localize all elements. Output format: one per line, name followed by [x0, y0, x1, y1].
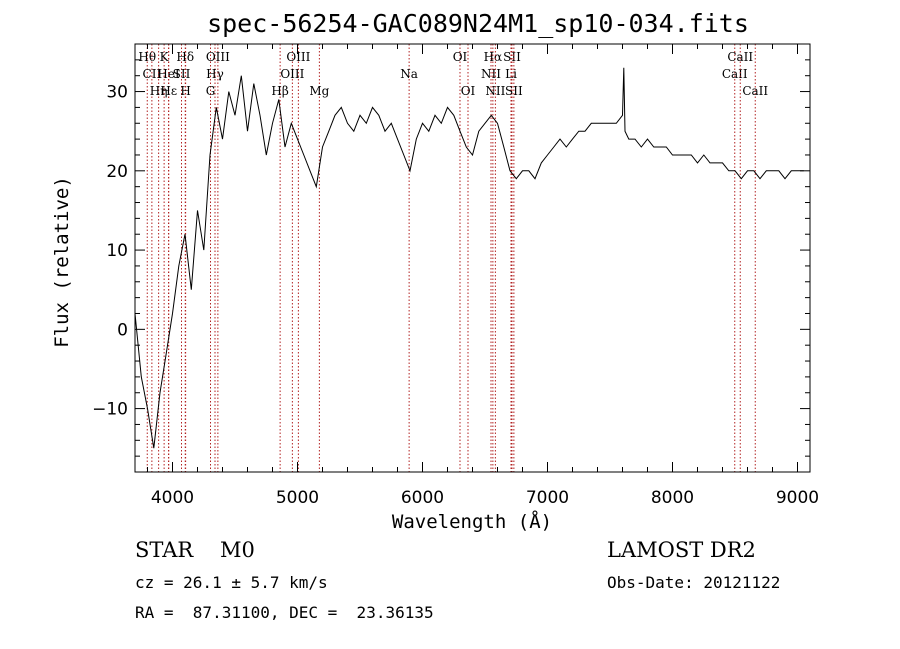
line-marker-label-4102: Hδ: [176, 50, 194, 64]
line-marker-label-3970: Hε: [160, 84, 177, 98]
line-marker-label-6708: Li: [505, 67, 517, 81]
line-marker-label-4304: G: [206, 84, 216, 98]
line-marker-label-5893: Na: [400, 67, 418, 81]
line-marker-label-8662: CaII: [742, 84, 768, 98]
line-marker-label-8542: CaII: [727, 50, 753, 64]
line-marker-label-3968: HeI: [157, 67, 180, 81]
chart-title: spec-56254-GAC089N24M1_sp10-034.fits: [207, 9, 749, 38]
y-axis-ticks: −10 0 10 20 30: [92, 43, 810, 457]
line-marker-label-6364: OI: [461, 84, 476, 98]
x-axis-ticks: 4000 5000 6000 7000 8000 9000: [147, 44, 819, 508]
object-class: STAR: [135, 538, 194, 562]
x-tick-label: 8000: [651, 488, 694, 508]
line-marker-label-4105: H: [180, 84, 190, 98]
x-tick-label: 6000: [401, 488, 444, 508]
line-marker-label-6731: SII: [505, 84, 523, 98]
line-marker-label-6548: NII: [481, 67, 501, 81]
line-markers: Hθ CII Hη K HeI Hε SII Hδ H G Hγ OIII Hβ OIII OIII Mg Na…: [138, 44, 768, 472]
y-tick-label: 0: [117, 320, 128, 340]
line-marker-label-4340: Hγ: [206, 67, 224, 81]
line-marker-label-3889: Hη: [150, 84, 168, 98]
line-marker-label-4072: SII: [173, 67, 191, 81]
line-marker-label-3798: Hθ: [138, 50, 156, 64]
y-tick-label: 30: [106, 83, 128, 103]
y-axis-label: Flux (relative): [51, 176, 73, 348]
obs-date-label: Obs-Date: 20121122: [607, 573, 781, 592]
spectrum-line: [134, 67, 804, 449]
line-marker-label-3933: K: [160, 50, 170, 64]
line-marker-label-4861: Hβ: [271, 84, 288, 98]
line-marker-label-6563: Hα: [484, 50, 503, 64]
x-axis-label: Wavelength (Å): [392, 510, 552, 533]
line-marker-label-4959: OIII: [280, 67, 304, 81]
survey-label: LAMOST DR2: [607, 538, 756, 562]
line-marker-label-5175: Mg: [309, 84, 329, 98]
redshift-label: cz = 26.1 ± 5.7 km/s: [135, 573, 328, 592]
object-subclass: M0: [219, 538, 255, 562]
object-class-label: STAR M0: [135, 538, 255, 562]
line-marker-label-4363: OIII: [206, 50, 230, 64]
x-tick-label: 5000: [276, 488, 319, 508]
line-marker-label-6583: NII: [485, 84, 505, 98]
line-marker-label-6716: SII: [503, 50, 521, 64]
line-marker-label-3835: CII: [143, 67, 162, 81]
y-tick-label: −10: [92, 400, 128, 420]
y-tick-label: 10: [106, 241, 128, 261]
x-tick-label: 9000: [776, 488, 819, 508]
line-marker-label-5007: OIII: [286, 50, 310, 64]
line-marker-label-8498: CaII: [722, 67, 748, 81]
x-tick-label: 4000: [151, 488, 194, 508]
coordinates-label: RA = 87.31100, DEC = 23.36135: [135, 603, 434, 622]
y-tick-label: 20: [106, 162, 128, 182]
x-tick-label: 7000: [526, 488, 569, 508]
line-marker-label-6300: OI: [453, 50, 468, 64]
